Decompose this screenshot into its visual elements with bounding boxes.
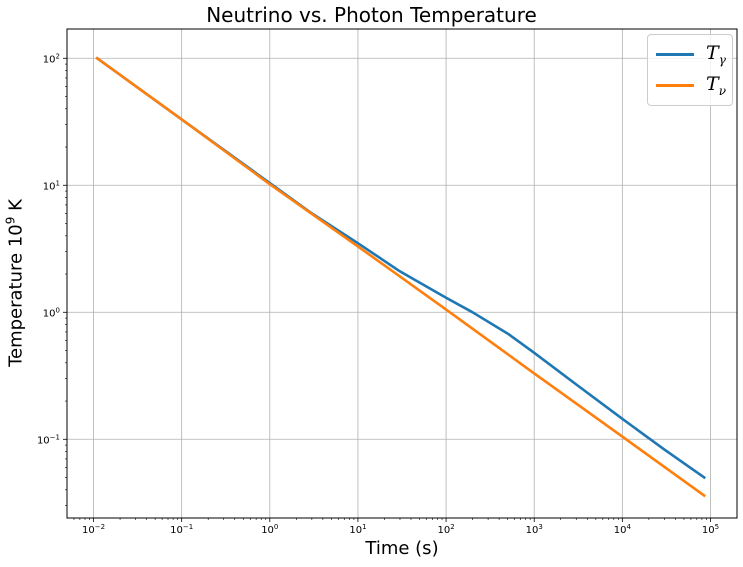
- plot-area-frame: [66, 28, 738, 519]
- series-lines: [95, 56, 707, 498]
- legend-entry-neutrino: Tν: [648, 70, 732, 101]
- x-tick-label: 105: [702, 523, 719, 536]
- y-tick-label: 10−1: [37, 433, 60, 446]
- x-tick-label: 101: [349, 523, 366, 536]
- y-axis-label-unit: K: [5, 199, 27, 217]
- y-axis-label-text: Temperature 10: [5, 224, 27, 367]
- y-tick-label: 100: [43, 306, 60, 319]
- grid-lines: [67, 29, 737, 518]
- legend-label-photon: Tγ: [706, 42, 726, 67]
- legend: Tγ Tν: [647, 34, 733, 106]
- x-tick-label: 103: [526, 523, 543, 536]
- y-tick-label: 101: [43, 179, 60, 192]
- x-tick-label: 100: [261, 523, 278, 536]
- x-tick-label: 10−1: [170, 523, 193, 536]
- legend-swatch-neutrino: [656, 84, 694, 87]
- y-axis-label: Temperature 109 K: [2, 199, 28, 367]
- legend-swatch-photon: [656, 53, 694, 56]
- legend-entry-photon: Tγ: [648, 39, 732, 70]
- x-tick-label: 10−2: [82, 523, 105, 536]
- series-line-neutrino: [95, 56, 707, 498]
- x-tick-label: 102: [437, 523, 454, 536]
- series-line-photon: [95, 56, 707, 480]
- legend-label-neutrino: Tν: [706, 73, 726, 98]
- chart-title: Neutrino vs. Photon Temperature: [206, 3, 537, 27]
- x-tick-label: 104: [614, 523, 632, 536]
- y-tick-label: 102: [43, 52, 60, 65]
- axis-ticks: 10−2 10−1 100 101 102 103 104 105 10−1 100 101 102: [37, 52, 719, 536]
- y-axis-label-exponent: 9: [3, 216, 18, 225]
- x-axis-label: Time (s): [365, 538, 439, 559]
